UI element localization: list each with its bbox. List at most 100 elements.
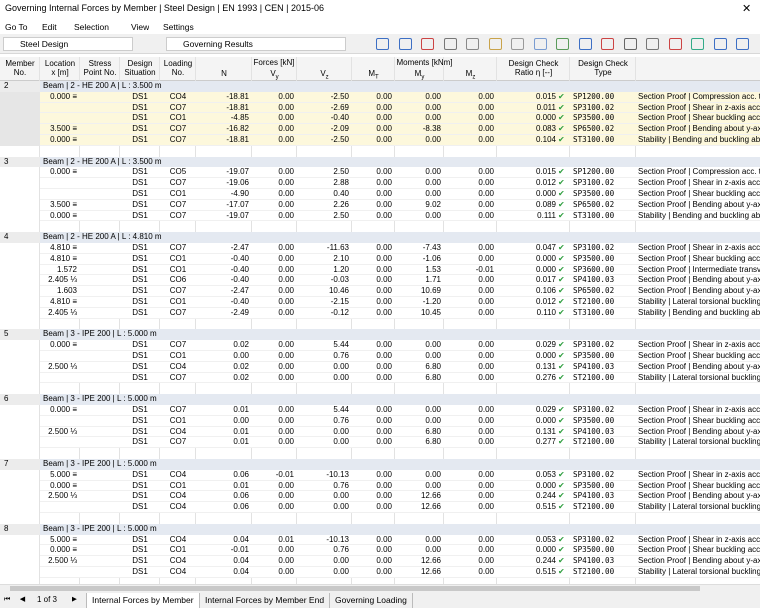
cell: 0.00: [252, 491, 297, 502]
tab[interactable]: Governing Loading: [330, 593, 413, 608]
cell: 10.46: [297, 286, 352, 297]
check-ok-icon: ✔: [558, 535, 568, 546]
cell: 0.00: [297, 437, 352, 448]
tool-icon[interactable]: [556, 38, 569, 50]
column-header: MT: [352, 69, 395, 80]
tool-icon[interactable]: [579, 38, 592, 50]
check-ok-icon: ✔: [558, 135, 568, 146]
menu-item[interactable]: View: [131, 20, 149, 34]
cell: 5.000 ≡: [40, 470, 80, 481]
check-ok-icon: ✔: [558, 178, 568, 189]
table: Forces [kN]Moments [kNm]MemberNo.Locatio…: [0, 57, 760, 585]
description: Section Proof | Bending about y-axis: [638, 556, 760, 567]
cell: 0.02: [196, 362, 252, 373]
cell: 0.00: [395, 92, 444, 103]
cell: 0.00: [297, 502, 352, 513]
cell: CO1: [160, 297, 196, 308]
cell: 6.80: [395, 362, 444, 373]
check-type: SP6500.02: [570, 200, 636, 211]
pager-button[interactable]: ▶: [72, 595, 82, 607]
cell: 0.000 ≡: [40, 135, 80, 146]
check-type: SP3100.02: [570, 405, 636, 416]
cell: [40, 103, 80, 114]
cell: 0.00: [352, 545, 395, 556]
tool-icon[interactable]: [736, 38, 749, 50]
cell: 0.00: [444, 297, 497, 308]
tool-icon[interactable]: [714, 38, 727, 50]
cell: 4.810 ≡: [40, 297, 80, 308]
column-header: No.: [0, 68, 40, 78]
description: Section Proof | Bending about y-axis: [638, 200, 760, 211]
cell: DS1: [120, 340, 160, 351]
cell: -0.01: [444, 265, 497, 276]
results-select[interactable]: Governing Results: [166, 37, 346, 51]
cell: -18.81: [196, 103, 252, 114]
cell: -10.13: [297, 535, 352, 546]
cell: DS1: [120, 200, 160, 211]
cell: CO7: [160, 286, 196, 297]
cell: CO7: [160, 178, 196, 189]
cell: 0.00: [444, 535, 497, 546]
tool-icon[interactable]: [691, 38, 704, 50]
cell: 0.06: [196, 491, 252, 502]
pager-button[interactable]: ◀: [20, 595, 30, 607]
member-cell: [0, 113, 40, 124]
tab[interactable]: Internal Forces by Member: [86, 593, 200, 608]
cell: 6.80: [395, 373, 444, 384]
cell: CO1: [160, 545, 196, 556]
cell: 1.53: [395, 265, 444, 276]
cell: DS1: [120, 308, 160, 319]
menu-item[interactable]: Settings: [163, 20, 194, 34]
scroll-thumb[interactable]: [10, 586, 700, 591]
menu-item[interactable]: Selection: [74, 20, 109, 34]
cell: DS1: [120, 103, 160, 114]
tool-icon[interactable]: [669, 38, 682, 50]
subscript: z: [326, 75, 329, 80]
cell: 0.00: [395, 178, 444, 189]
tab[interactable]: Internal Forces by Member End: [200, 593, 330, 608]
pager-button[interactable]: ⏮: [4, 595, 14, 607]
cell: 0.00: [252, 103, 297, 114]
cell: 0.00: [444, 200, 497, 211]
cell: 0.76: [297, 416, 352, 427]
cell: 0.00: [444, 243, 497, 254]
tool-icon[interactable]: [601, 38, 614, 50]
tool-icon[interactable]: [646, 38, 659, 50]
cell: DS1: [120, 243, 160, 254]
close-button[interactable]: ✕: [742, 2, 754, 16]
member-no: 3: [0, 157, 40, 168]
tool-icon[interactable]: [511, 38, 524, 50]
cell: 0.00: [444, 286, 497, 297]
cell: 5.44: [297, 340, 352, 351]
tool-icon[interactable]: [534, 38, 547, 50]
tool-icon[interactable]: [489, 38, 502, 50]
cell: 0.00: [352, 535, 395, 546]
cell: CO7: [160, 243, 196, 254]
title-bar: Governing Internal Forces by Member | St…: [0, 0, 760, 20]
cell: 0.01: [196, 437, 252, 448]
module-select[interactable]: Steel Design: [3, 37, 133, 51]
tool-icon[interactable]: [399, 38, 412, 50]
tool-icon[interactable]: [624, 38, 637, 50]
cell: 0.40: [297, 189, 352, 200]
tool-icon[interactable]: [444, 38, 457, 50]
cell: 0.00: [352, 470, 395, 481]
menu-item[interactable]: Edit: [42, 20, 57, 34]
tool-icon[interactable]: [421, 38, 434, 50]
cell: 2.10: [297, 254, 352, 265]
cell: 0.00: [252, 275, 297, 286]
tool-icon[interactable]: [376, 38, 389, 50]
toolbar: Steel Design Governing Results: [0, 34, 760, 54]
cell: CO1: [160, 351, 196, 362]
check-type: SP4100.03: [570, 275, 636, 286]
cell: DS1: [120, 351, 160, 362]
menu-item[interactable]: Go To: [5, 20, 28, 34]
cell: 0.00: [352, 243, 395, 254]
tool-icon[interactable]: [466, 38, 479, 50]
cell: 12.66: [395, 556, 444, 567]
beam-label: Beam | 3 - IPE 200 | L : 5.000 m: [43, 329, 343, 340]
check-ok-icon: ✔: [558, 405, 568, 416]
cell: 0.01: [196, 427, 252, 438]
check-ok-icon: ✔: [558, 427, 568, 438]
check-ok-icon: ✔: [558, 200, 568, 211]
